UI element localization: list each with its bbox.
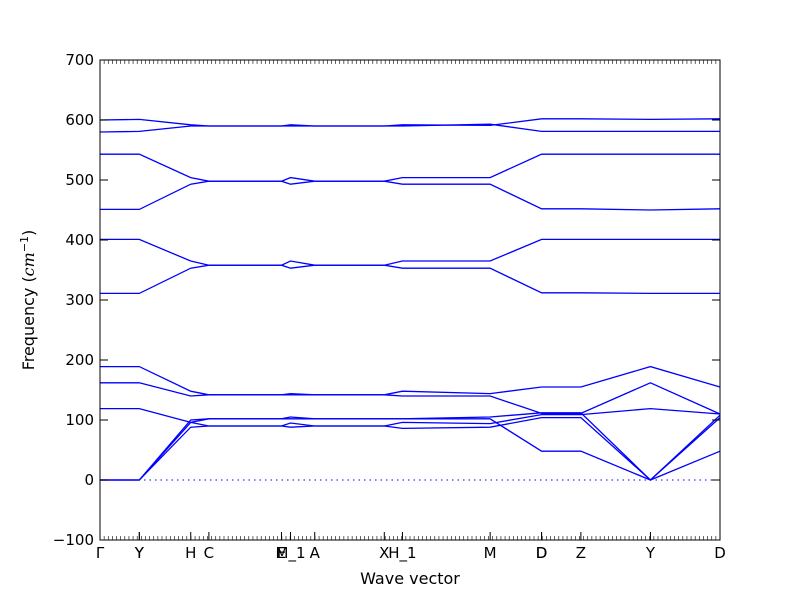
y-tick-label: 700 — [65, 51, 94, 69]
x-tick-label: E — [277, 544, 286, 562]
x-tick-label: H_1 — [388, 544, 416, 563]
y-tick-label: 300 — [65, 291, 94, 309]
y-axis-label-unit: cm — [19, 252, 38, 276]
y-axis-label-text: Frequency — [19, 288, 38, 371]
phonon-band-12 — [100, 418, 721, 481]
x-tick-label: A — [310, 544, 321, 562]
phonon-band-11 — [100, 416, 721, 481]
x-tick-label: Z — [576, 544, 586, 562]
y-tick-label: 500 — [65, 171, 94, 189]
x-tick-label: Y — [645, 544, 656, 562]
x-tick-label: D — [536, 544, 548, 562]
phonon-band-8 — [100, 382, 721, 415]
x-tick-label: C — [204, 544, 214, 562]
y-tick-label: 100 — [65, 411, 94, 429]
y-tick-label: 200 — [65, 351, 94, 369]
phonon-band-9 — [100, 407, 721, 427]
x-tick-label: Y — [134, 544, 145, 562]
x-tick-label: D — [536, 544, 548, 562]
y-axis: −100 0 100 200 300 400 500 600 700 — [53, 51, 720, 549]
phonon-band-7 — [100, 365, 721, 396]
phonon-band-4 — [100, 180, 721, 211]
x-tick-label: Γ — [96, 544, 105, 562]
phonon-band-5 — [100, 238, 720, 266]
y-tick-label: 0 — [84, 471, 94, 489]
y-tick-label: 400 — [65, 231, 94, 249]
phonon-band-6 — [100, 264, 720, 295]
y-axis-label: Frequency (cm−1) — [18, 230, 38, 371]
phonon-band-2 — [99, 123, 720, 133]
x-axis: Γ YY H C EM_1 A XH_1 M DD Z Y D — [96, 60, 726, 563]
x-tick-label: M — [484, 544, 497, 562]
x-tick-label: D — [714, 544, 726, 562]
plot-area — [99, 118, 721, 481]
x-tick-label: M_1 — [276, 544, 306, 563]
phonon-band-1 — [99, 118, 721, 127]
y-axis-label-unit-exponent: −1 — [18, 236, 31, 252]
phonon-band-3 — [100, 153, 720, 182]
y-tick-label: 600 — [65, 111, 94, 129]
x-tick-label: H — [185, 544, 196, 562]
x-tick-label: X — [379, 544, 389, 562]
x-tick-label: Y — [134, 544, 145, 562]
y-tick-label: −100 — [53, 531, 94, 549]
x-axis-label: Wave vector — [360, 569, 460, 588]
plot-frame — [99, 59, 721, 541]
